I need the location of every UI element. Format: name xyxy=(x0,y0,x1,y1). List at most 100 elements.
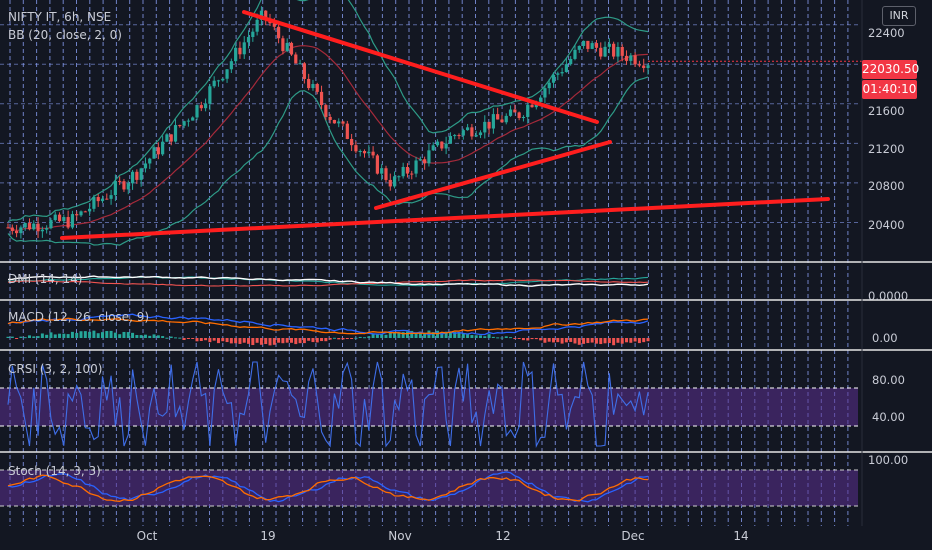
candle-body xyxy=(633,55,637,65)
macd-histogram-bar xyxy=(247,338,251,344)
candle-body xyxy=(19,227,23,234)
macd-histogram-bar xyxy=(268,338,272,346)
macd-histogram-bar xyxy=(320,338,324,342)
crsi-label[interactable]: CRSI (3, 2, 100) xyxy=(8,362,103,376)
candle-body xyxy=(423,159,427,164)
candle-body xyxy=(53,214,57,221)
macd-histogram-bar xyxy=(174,337,178,339)
candle-body xyxy=(629,55,633,61)
candle-body xyxy=(49,220,53,229)
candle-body xyxy=(156,147,160,155)
candle-body xyxy=(599,47,603,57)
macd-histogram-bar xyxy=(79,331,83,338)
candle-body xyxy=(637,64,642,66)
macd-histogram-bar xyxy=(212,338,216,341)
candle-body xyxy=(92,197,96,209)
candle-body xyxy=(350,138,354,146)
macd-histogram-bar xyxy=(195,338,199,342)
macd-histogram-bar xyxy=(504,336,508,338)
dmi-label[interactable]: DMI (14, 14) xyxy=(8,272,83,286)
macd-histogram-bar xyxy=(341,338,345,340)
candle-body xyxy=(122,181,126,190)
indicator-bands xyxy=(0,387,858,507)
x-tick-12: 12 xyxy=(495,529,511,543)
macd-histogram-bar xyxy=(27,335,31,338)
macd-histogram-bar xyxy=(350,338,354,339)
macd-histogram-bar xyxy=(302,338,306,344)
bb-indicator-label[interactable]: BB (20, close, 2, 0) xyxy=(8,28,122,42)
macd-histogram-bar xyxy=(586,338,590,344)
macd-histogram-bar xyxy=(66,334,70,338)
macd-histogram-bar xyxy=(113,332,117,338)
macd-label[interactable]: MACD (12, 26, close, 9) xyxy=(8,310,150,324)
crsi-line xyxy=(7,361,649,449)
candle-body xyxy=(543,88,547,98)
macd-histogram-bar xyxy=(612,338,616,346)
candle-body xyxy=(298,63,302,65)
macd-histogram-bar xyxy=(410,330,414,338)
candle-body xyxy=(487,121,491,129)
macd-histogram-bar xyxy=(393,332,397,338)
candle-body xyxy=(345,123,349,139)
macd-histogram-bar xyxy=(169,336,173,338)
candles[interactable] xyxy=(6,6,650,239)
trendlines[interactable] xyxy=(60,10,830,240)
candle-body xyxy=(96,197,100,202)
macd-histogram-bar xyxy=(281,338,285,344)
candle-body xyxy=(311,84,315,89)
candle-body xyxy=(397,176,401,178)
macd-histogram-bar xyxy=(259,338,263,345)
x-tick-oct: Oct xyxy=(136,529,158,543)
macd-histogram-bar xyxy=(264,338,268,345)
stoch-label[interactable]: Stoch (14, 3, 3) xyxy=(8,464,101,478)
macd-histogram-bar xyxy=(75,332,79,338)
y-tick-20400: 20400 xyxy=(868,218,905,232)
macd-histogram-bar xyxy=(526,338,530,341)
macd-histogram-bar xyxy=(148,335,152,338)
macd-histogram-bar xyxy=(500,337,504,339)
macd-histogram-bar xyxy=(135,335,139,338)
macd-histogram-bar xyxy=(152,334,156,338)
candle-body xyxy=(569,58,573,65)
candle-body xyxy=(23,223,27,228)
candle-body xyxy=(491,114,495,129)
macd-histogram-bar xyxy=(517,338,521,339)
macd-histogram-bar xyxy=(577,338,581,345)
macd-histogram-bar xyxy=(397,332,401,338)
candle-body xyxy=(14,230,19,234)
candle-body xyxy=(616,46,620,57)
macd-histogram-bar xyxy=(96,333,100,338)
macd-histogram-bar xyxy=(182,338,186,341)
macd-histogram-bar xyxy=(161,336,165,338)
macd-histogram-bar xyxy=(332,337,336,339)
macd-histogram-bar xyxy=(354,337,358,339)
stoch-k-line xyxy=(7,471,649,503)
candle-body xyxy=(315,84,319,92)
pane-separators[interactable] xyxy=(0,0,932,526)
macd-histogram-bar xyxy=(594,338,598,344)
macd-histogram-bar xyxy=(560,338,564,344)
macd-histogram-bar xyxy=(371,333,375,338)
symbol-title[interactable]: NIFTY IT, 6h, NSE xyxy=(8,10,112,24)
candle-body xyxy=(530,104,534,108)
candle-body xyxy=(358,150,362,152)
y-tick-21200: 21200 xyxy=(868,142,905,156)
macd-histogram-bar xyxy=(70,331,74,338)
crsi-tick-40: 40.00 xyxy=(872,410,905,424)
currency-badge[interactable]: INR xyxy=(882,6,916,26)
candle-body xyxy=(547,82,551,89)
candle-body xyxy=(199,105,203,109)
macd-histogram-bar xyxy=(539,338,543,341)
macd-histogram-bar xyxy=(388,332,392,338)
macd-histogram-bar xyxy=(199,338,203,342)
candle-body xyxy=(375,155,379,174)
macd-histogram-bar xyxy=(491,336,495,338)
macd-histogram-bar xyxy=(552,338,556,343)
candle-body xyxy=(57,214,62,222)
candle-body xyxy=(294,54,298,64)
candle-body xyxy=(624,55,629,61)
macd-histogram-bar xyxy=(36,336,40,338)
macd-histogram-bar xyxy=(191,338,195,339)
candle-body xyxy=(152,147,156,159)
